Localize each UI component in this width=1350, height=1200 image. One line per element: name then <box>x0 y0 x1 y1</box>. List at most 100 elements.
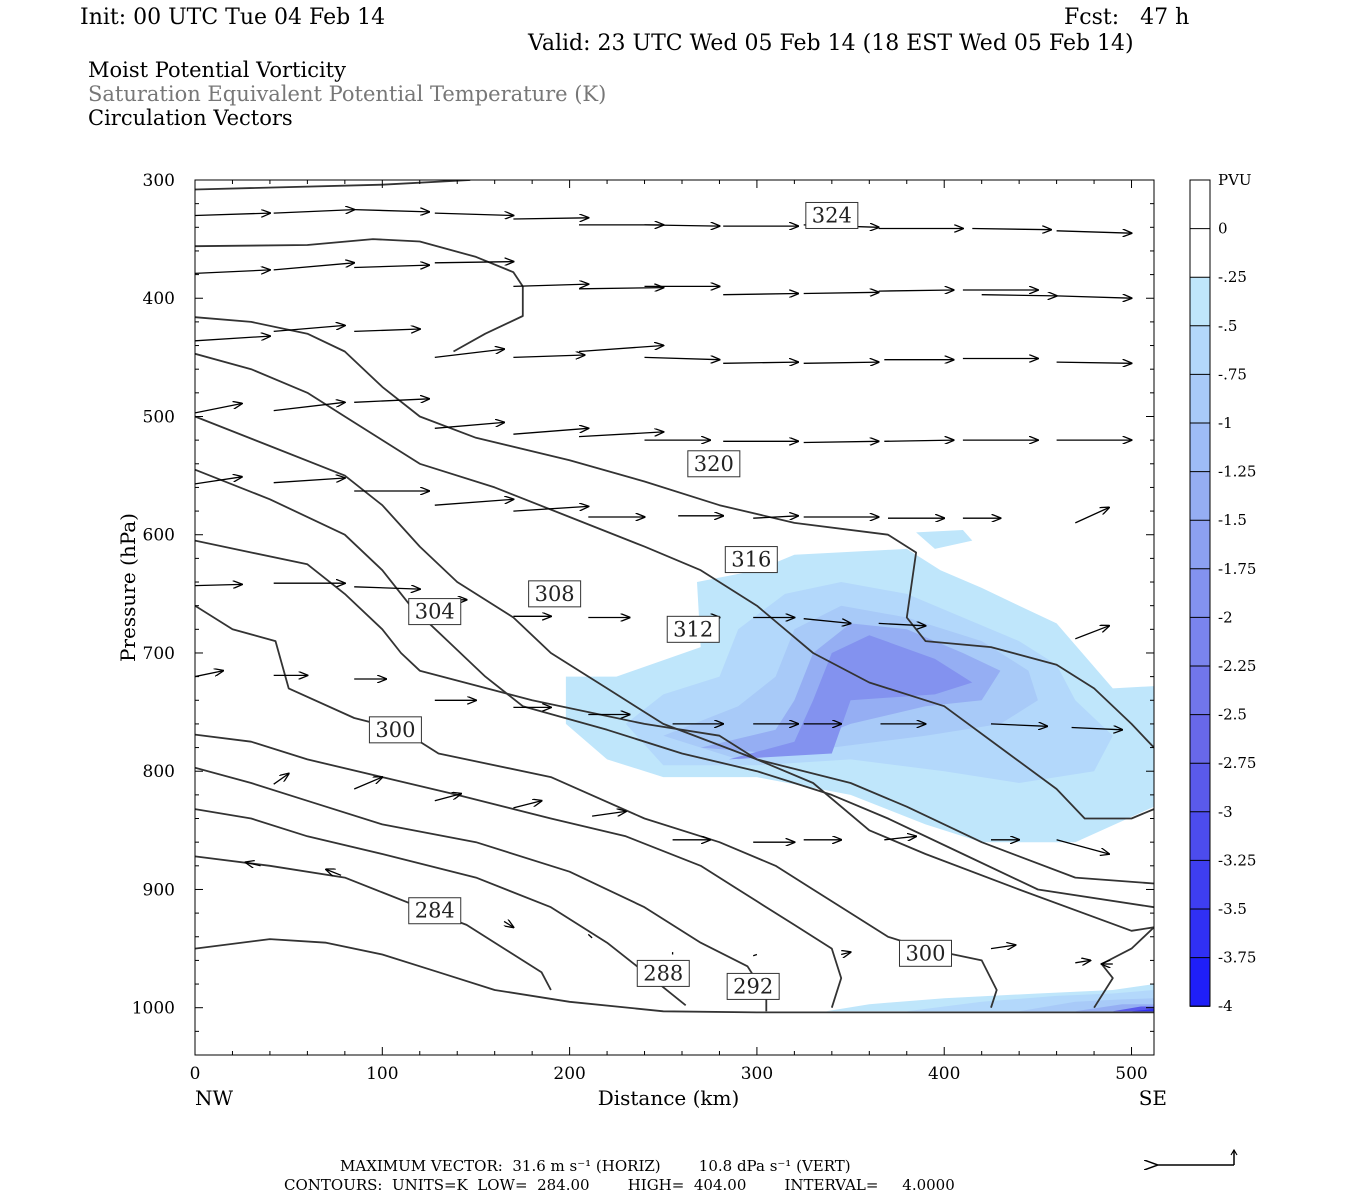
circulation-vectors <box>195 210 1132 964</box>
colorbar-swatch-8 <box>1190 568 1210 618</box>
contour-label-box-5 <box>408 598 462 626</box>
vector-arrow-41 <box>513 428 588 435</box>
xtick-label-0: 0 <box>190 1064 201 1084</box>
footer-contours: CONTOURS: UNITS=K LOW= 284.00 HIGH= 404.… <box>284 1176 955 1194</box>
vector-arrow-99 <box>587 933 593 939</box>
vector-arrow-33 <box>803 362 879 363</box>
colorbar-swatch-13 <box>1190 811 1210 861</box>
contour-label-9: 288 <box>643 961 683 985</box>
vector-arrow-50 <box>273 478 345 484</box>
contour-label-box-8 <box>408 897 462 925</box>
vector-arrow-38 <box>273 402 345 412</box>
vector-arrow-3 <box>434 213 514 215</box>
title-vectors: Circulation Vectors <box>88 106 293 130</box>
colorbar-swatch-9 <box>1190 617 1210 667</box>
theta-es-contours <box>195 180 1154 1014</box>
pv-colorbar: PVU 0 -.25 -.5 -.75 -1 -1.25 -1.5 -1.75 -2 -2.25 -2… <box>1189 171 1256 1015</box>
colorbar-swatch-3 <box>1190 325 1210 375</box>
vector-arrow-40 <box>434 422 504 429</box>
ytick-label-0: 300 <box>143 171 175 191</box>
ytick-label-7: 1000 <box>132 999 175 1019</box>
ytick-label-5: 800 <box>143 762 175 782</box>
vector-arrow-92 <box>884 836 916 840</box>
contour-label-2: 316 <box>731 548 771 572</box>
contour-line-3 <box>195 352 1154 820</box>
vector-arrow-86 <box>434 794 461 802</box>
y-axis-label: Pressure (hPa) <box>116 513 140 662</box>
contour-label-1: 320 <box>694 452 734 476</box>
colorbar-label-1: -.25 <box>1218 268 1247 286</box>
vector-arrow-71 <box>1075 626 1109 640</box>
contour-line-13 <box>1093 963 1114 1009</box>
footer-max-vector: MAXIMUM VECTOR: 31.6 m s⁻¹ (HORIZ) 10.8 … <box>340 1157 851 1175</box>
vector-arrow-85 <box>353 777 382 790</box>
pv-region-11 <box>1131 1008 1154 1012</box>
colorbar-label-5: -1.25 <box>1218 463 1256 481</box>
contour-label-5: 304 <box>415 600 455 624</box>
vector-arrow-31 <box>644 357 720 359</box>
se-endpoint-label: SE <box>1139 1086 1167 1110</box>
xtick-label-4: 400 <box>928 1064 960 1084</box>
vector-arrow-26 <box>273 325 345 333</box>
vector-arrow-72 <box>195 671 223 678</box>
colorbar-swatch-2 <box>1190 277 1210 327</box>
vector-arrow-87 <box>513 801 541 809</box>
vector-arrow-102 <box>841 952 850 954</box>
axes: 300 400 500 600 700 800 900 1000 0 100 200 300 400 50… <box>116 171 1167 1110</box>
vector-arrow-17 <box>578 288 663 289</box>
vector-arrow-14 <box>354 265 429 267</box>
colorbar-label-2: -.5 <box>1218 317 1237 335</box>
vector-arrow-104 <box>990 945 1015 949</box>
colorbar-label-9: -2.25 <box>1218 657 1256 675</box>
vector-arrow-27 <box>354 329 420 331</box>
vector-arrow-94 <box>1056 839 1109 854</box>
vector-arrow-98 <box>504 921 513 927</box>
colorbar-swatch-10 <box>1190 666 1210 716</box>
contour-line-0 <box>195 180 471 191</box>
contour-line-12 <box>195 938 1154 1014</box>
vector-arrow-42 <box>578 432 663 438</box>
vector-arrow-16 <box>513 284 588 286</box>
reference-vector <box>1158 1148 1238 1165</box>
colorbar-label-15: -3.75 <box>1218 949 1256 967</box>
xtick-label-1: 100 <box>366 1064 398 1084</box>
contour-label-7: 300 <box>905 941 945 965</box>
contour-label-box-1 <box>687 450 741 478</box>
vector-arrow-61 <box>195 584 242 585</box>
contour-label-6: 300 <box>375 718 415 742</box>
vector-arrow-20 <box>803 292 879 293</box>
contour-label-box-6 <box>368 716 422 744</box>
contour-line-1 <box>195 238 524 353</box>
contour-line-5 <box>195 468 1154 909</box>
contour-label-box-3 <box>666 615 720 643</box>
vector-arrow-6 <box>644 225 720 226</box>
contour-label-3: 312 <box>673 617 713 641</box>
colorbar-swatch-5 <box>1190 423 1210 473</box>
vector-arrow-23 <box>981 295 1057 296</box>
colorbar-swatch-1 <box>1190 228 1210 278</box>
forecast-hour: Fcst: 47 h <box>1064 5 1190 30</box>
vector-arrow-19 <box>723 294 798 295</box>
colorbar-swatch-0 <box>1190 180 1210 230</box>
vector-arrow-49 <box>195 477 242 485</box>
vector-arrow-63 <box>354 587 420 589</box>
init-time: Init: 00 UTC Tue 04 Feb 14 <box>80 5 386 30</box>
contour-line-10 <box>195 808 687 1007</box>
vector-arrow-88 <box>592 811 626 817</box>
contour-label-4: 308 <box>535 582 575 606</box>
title-mpv: Moist Potential Vorticity <box>88 58 346 82</box>
colorbar-label-6: -1.5 <box>1218 511 1247 529</box>
vector-arrow-84 <box>273 774 289 785</box>
ytick-label-1: 400 <box>143 289 175 309</box>
contour-label-box-0 <box>805 201 859 229</box>
contour-label-0: 324 <box>812 203 852 227</box>
vector-arrow-83 <box>1071 728 1123 730</box>
title-theta-es: Saturation Equivalent Potential Temperat… <box>88 82 607 106</box>
contour-label-8: 284 <box>415 899 455 923</box>
colorbar-label-14: -3.5 <box>1218 900 1247 918</box>
x-axis-label: Distance (km) <box>598 1086 740 1110</box>
nw-endpoint-label: NW <box>195 1086 234 1110</box>
plot-frame <box>194 179 1155 1056</box>
contour-label-box-10 <box>726 972 780 1000</box>
colorbar-label-16: -4 <box>1218 997 1233 1015</box>
